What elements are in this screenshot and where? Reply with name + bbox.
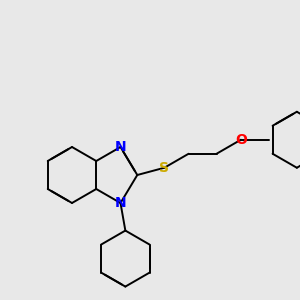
Text: N: N: [115, 196, 126, 210]
Text: S: S: [159, 161, 169, 175]
Text: N: N: [115, 140, 126, 154]
Text: O: O: [235, 133, 247, 147]
